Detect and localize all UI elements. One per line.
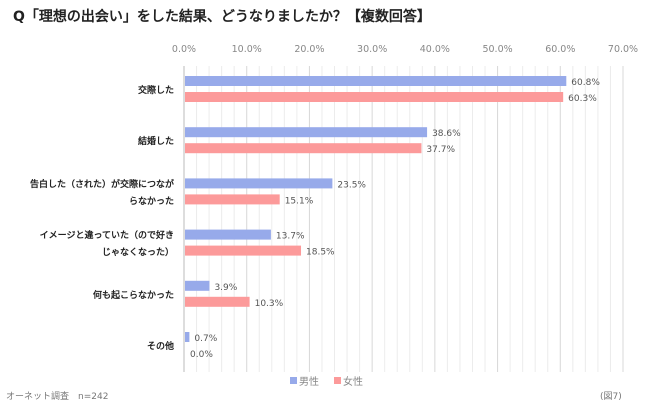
category-label: 交際した [138,84,174,96]
bar [185,127,428,138]
tick-label: 30.0% [357,44,387,55]
tick-label: 0.0% [172,44,196,55]
category-label: その他 [147,340,174,352]
bar [185,143,422,154]
legend-label: 男性 [299,375,319,388]
data-label: 0.0% [190,350,213,360]
legend-swatch [334,377,341,384]
data-label: 13.7% [276,232,305,242]
bar [185,296,250,307]
bar [185,92,564,102]
legend-swatch [290,377,297,384]
data-label: 23.5% [337,180,366,190]
bar [185,229,271,240]
data-label: 60.3% [568,94,597,104]
category-label: らなかった [129,196,174,207]
tick-label: 20.0% [294,44,324,55]
bar [185,280,210,291]
figure-label: (図7) [600,392,622,402]
chart-title: Q「理想の出会い」をした結果、どうなりましたか？【複数回答】 [13,9,431,25]
data-label: 0.7% [194,334,217,344]
tick-label: 50.0% [482,44,512,55]
legend-label: 女性 [343,375,363,388]
bar [185,76,567,86]
tick-label: 10.0% [232,44,262,55]
category-label: イメージと違っていた（ので好き [40,229,174,241]
bar [185,332,190,342]
data-label: 37.7% [426,145,455,155]
tick-label: 40.0% [420,44,450,55]
data-label: 15.1% [285,196,314,206]
bar [185,178,333,189]
tick-label: 70.0% [608,44,638,55]
category-label: 何も起こらなかった [93,289,174,301]
data-label: 10.3% [255,299,284,309]
category-label: 告白した（された）が交際につなが [30,178,175,190]
bar [185,245,302,256]
data-label: 60.8% [571,78,600,88]
category-label: じゃなくなった） [102,247,174,258]
data-label: 38.6% [432,129,461,139]
data-label: 3.9% [214,283,237,293]
tick-label: 60.0% [545,44,575,55]
bar [185,194,280,205]
category-label: 結婚した [138,135,174,147]
source-note: オーネット調査 n=242 [6,392,109,402]
data-label: 18.5% [306,248,335,258]
